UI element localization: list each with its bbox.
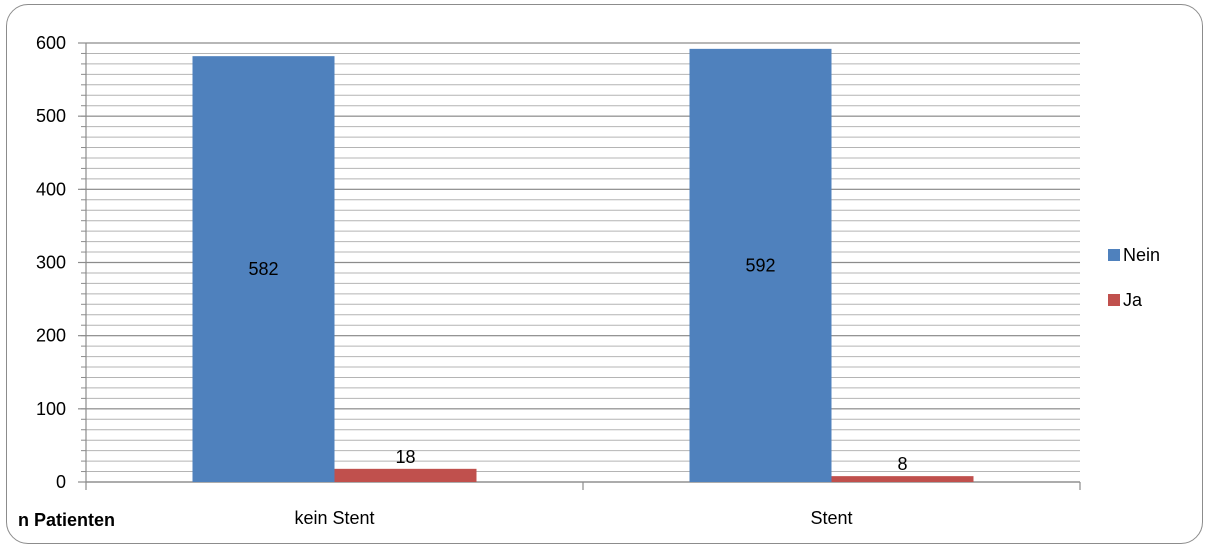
x-axis: kein Stent Stent [85, 481, 1081, 528]
y-tick-label: 500 [36, 106, 66, 126]
axis-title: n Patienten [18, 510, 115, 530]
y-tick-label: 600 [36, 33, 66, 53]
y-tick-label: 100 [36, 399, 66, 419]
y-tick-label: 200 [36, 326, 66, 346]
data-labels: 582 18 592 8 [248, 255, 907, 474]
y-axis: 0 100 200 300 400 500 600 [36, 33, 87, 492]
x-tick-label: kein Stent [294, 508, 374, 528]
y-tick-label: 300 [36, 253, 66, 273]
data-label: 8 [897, 454, 907, 474]
bar-ja [831, 476, 974, 482]
bar-nein [192, 56, 335, 483]
data-label: 592 [745, 255, 775, 275]
legend: Nein Ja [1108, 245, 1160, 310]
bar-nein [689, 48, 832, 482]
legend-swatch [1108, 249, 1120, 261]
legend-label: Ja [1123, 290, 1143, 310]
bars [192, 48, 974, 483]
x-tick-label: Stent [810, 508, 852, 528]
legend-swatch [1108, 294, 1120, 306]
y-tick-label: 0 [56, 472, 66, 492]
bar-ja [334, 468, 477, 482]
y-tick-label: 400 [36, 179, 66, 199]
data-label: 582 [248, 259, 278, 279]
legend-label: Nein [1123, 245, 1160, 265]
data-label: 18 [395, 447, 415, 467]
